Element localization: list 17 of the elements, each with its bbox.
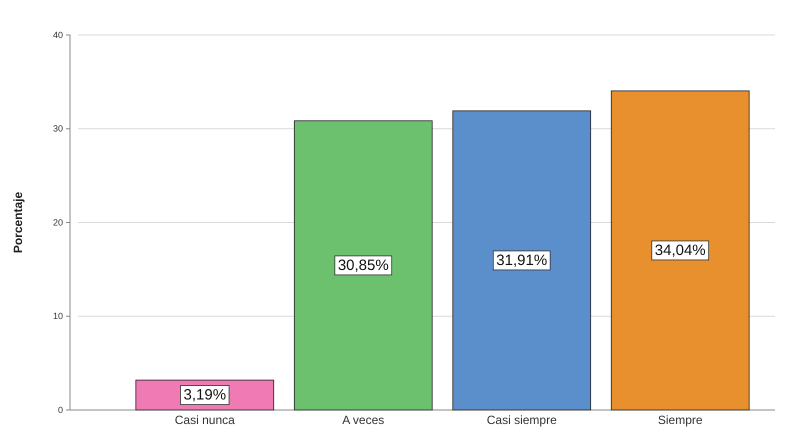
data-label: 3,19% (184, 386, 226, 404)
y-tick-label: 20 (52, 217, 63, 228)
y-tick-label: 30 (52, 124, 63, 134)
y-tick-label: 40 (52, 30, 63, 40)
data-label: 30,85% (338, 256, 389, 274)
x-tick-label: Casi siempre (486, 412, 558, 427)
data-label: 31,91% (496, 252, 548, 269)
bar (610, 90, 750, 410)
data-label: 34,04% (654, 242, 706, 259)
y-tick-label: 0 (58, 404, 63, 415)
y-axis-title: Porcentaje (11, 191, 25, 254)
bar (294, 120, 433, 410)
y-tick-label: 10 (52, 311, 63, 322)
bar (452, 110, 592, 410)
x-tick-label: Siempre (658, 412, 703, 427)
x-tick-label: Casi nunca (174, 412, 236, 427)
x-tick-label: A veces (342, 412, 384, 427)
